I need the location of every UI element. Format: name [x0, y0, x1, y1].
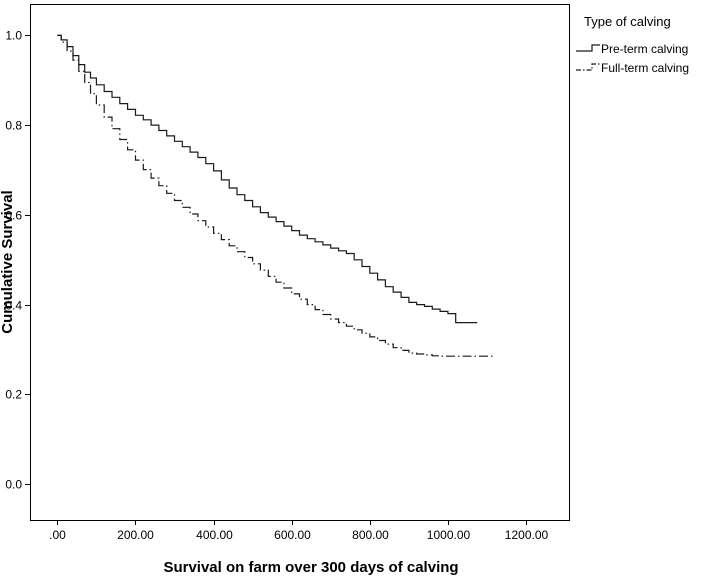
y-axis-title: Cumulative Survival: [0, 190, 16, 333]
x-tick-label: 600.00: [274, 528, 311, 542]
legend-label-full-term: Full-term calving: [601, 61, 689, 75]
series-line-full-term: [57, 34, 493, 357]
legend-label-pre-term: Pre-term calving: [601, 42, 688, 56]
legend-items: Pre-term calving Full-term calving: [576, 42, 689, 75]
series-line-pre-term: [57, 34, 478, 324]
legend-swatch-full-term: [576, 63, 600, 71]
x-axis-title: Survival on farm over 300 days of calvin…: [163, 559, 458, 576]
x-tick-label: 800.00: [352, 528, 389, 542]
y-tick-label: 0.8: [5, 119, 22, 133]
legend-title: Type of calving: [584, 14, 671, 29]
series-layer: [57, 34, 493, 357]
y-axis-ticks: 0.0 0.2 0.4 0.6 0.8 1.0: [5, 29, 30, 492]
y-tick-label: 0.6: [5, 209, 22, 223]
x-tick-label: .00: [49, 528, 66, 542]
x-tick-label: 1200.00: [505, 528, 549, 542]
x-tick-label: 400.00: [196, 528, 233, 542]
y-tick-label: 0.4: [5, 299, 22, 313]
y-tick-label: 1.0: [5, 29, 22, 43]
legend-swatch-pre-term: [576, 44, 600, 52]
x-axis-ticks: .00 200.00 400.00 600.00 800.00 1000.00 1200.0…: [49, 520, 549, 542]
y-tick-label: 0.2: [5, 388, 22, 402]
plot-frame: [30, 4, 570, 521]
x-tick-label: 200.00: [117, 528, 154, 542]
x-tick-label: 1000.00: [427, 528, 471, 542]
legend: Type of calving Pre-term calving Full-ter…: [576, 14, 689, 75]
y-tick-label: 0.0: [5, 478, 22, 492]
